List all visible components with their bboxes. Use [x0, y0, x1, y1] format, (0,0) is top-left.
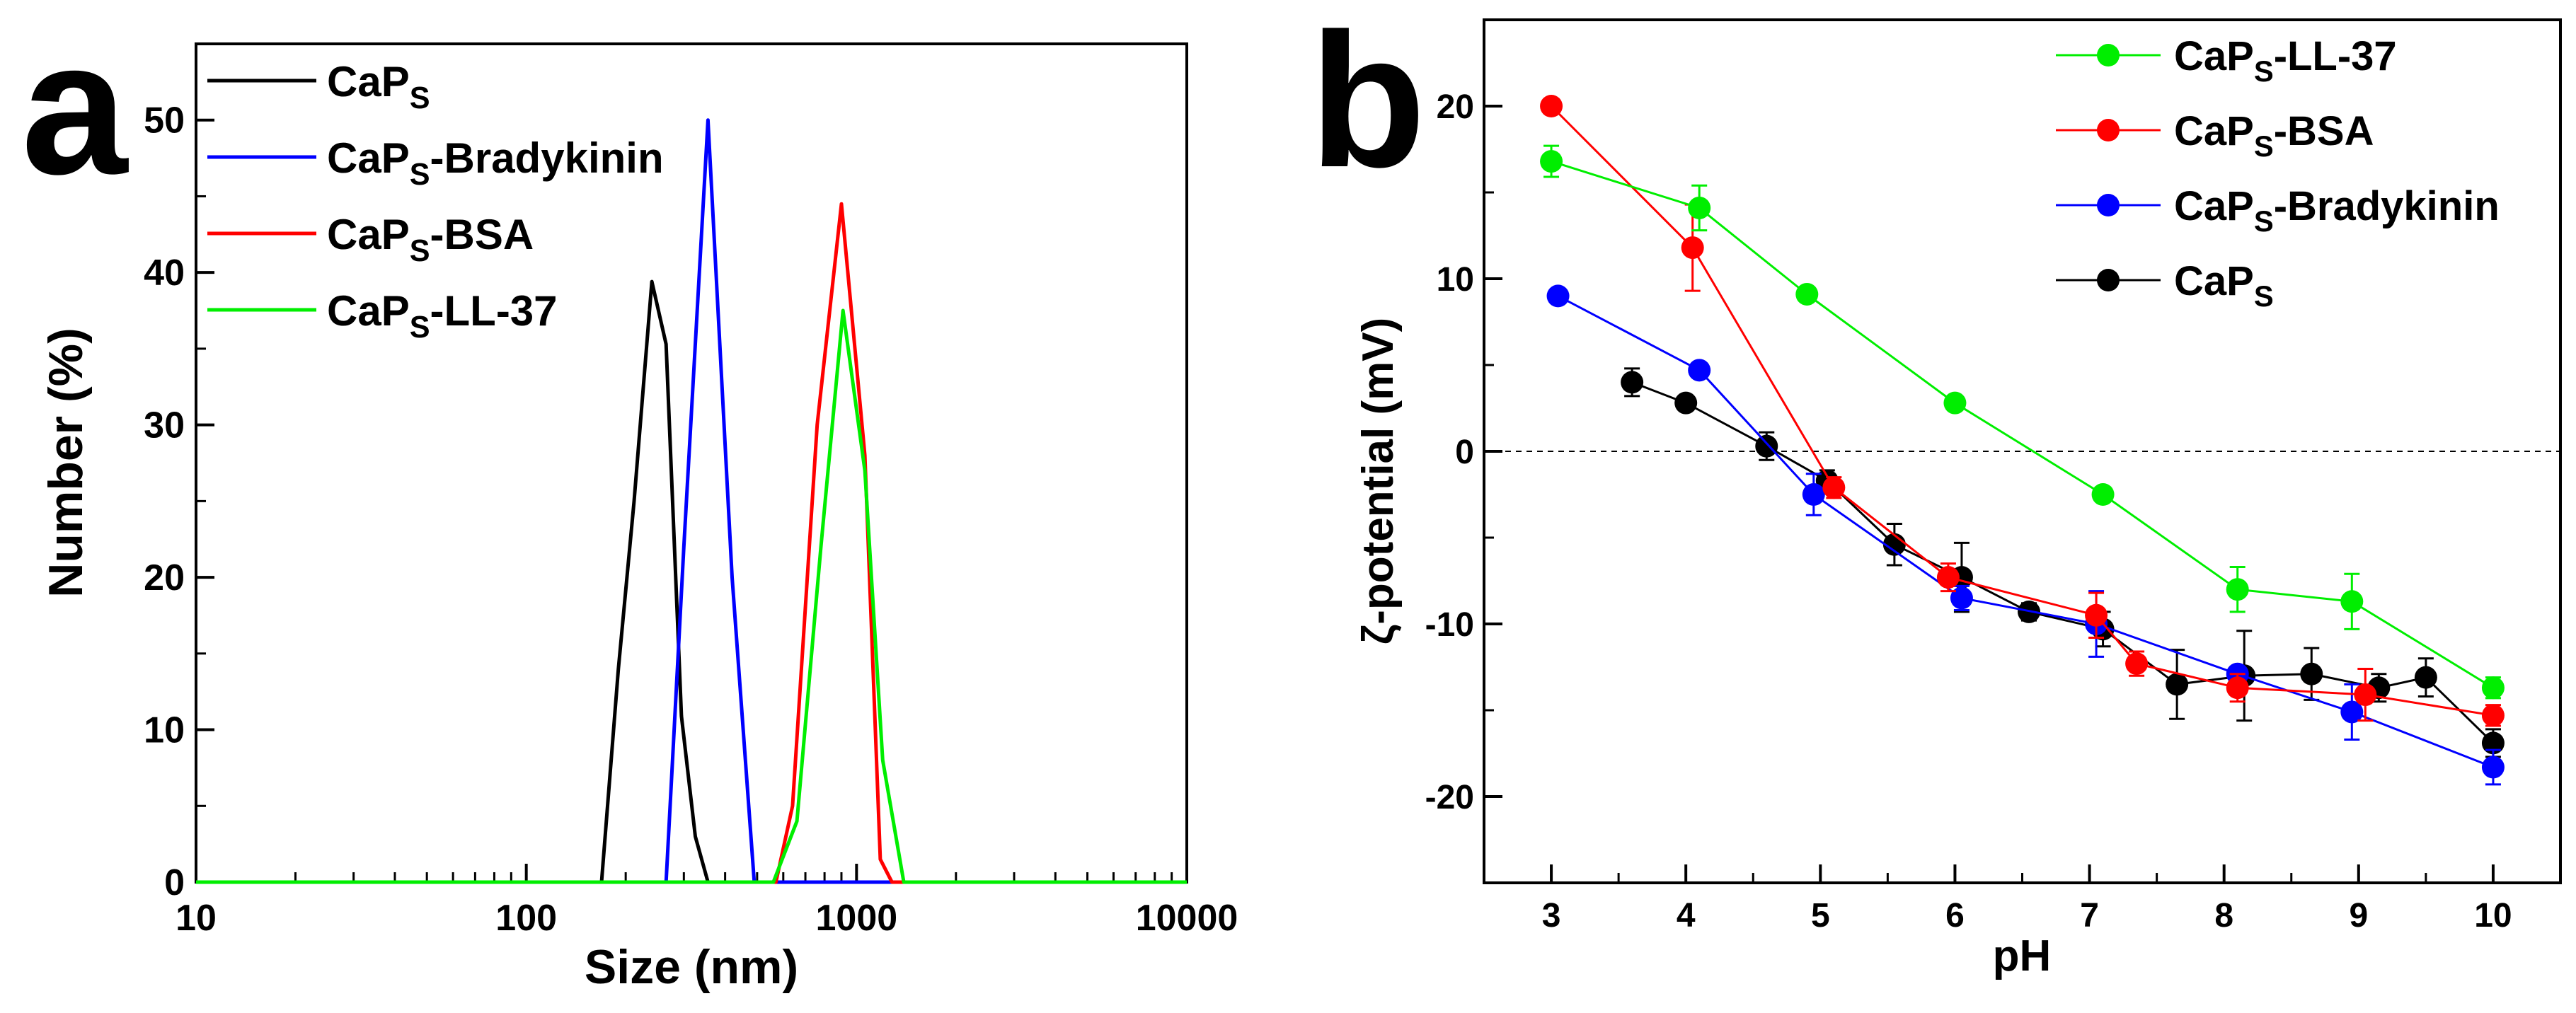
legend-swatch-marker: [2097, 194, 2120, 216]
x-tick-label: 1000: [815, 898, 897, 939]
series-group: [1546, 284, 2505, 786]
data-point: [2226, 676, 2249, 700]
panel-a-legend: CaPS CaPS-Bradykinin CaPS-BSA CaPS-LL-37: [207, 58, 664, 345]
x-tick-label: 9: [2349, 897, 2368, 934]
data-point: [2481, 731, 2505, 755]
x-tick-label: 6: [1945, 897, 1965, 934]
series-line: [1551, 160, 2494, 689]
data-point: [2166, 673, 2189, 696]
y-tick-label: -10: [1425, 606, 1474, 644]
series-group: [1621, 367, 2505, 758]
x-tick-label: 3: [1542, 897, 1561, 934]
panel-b-x-ticks: 3 4 5 6 7 8 9 10: [1483, 864, 2562, 934]
data-point: [2340, 700, 2364, 724]
y-tick-label: 30: [144, 405, 185, 446]
data-point: [2300, 662, 2323, 685]
legend-label: CaPS: [327, 58, 430, 115]
data-point: [2481, 676, 2505, 700]
legend-label: CaPS-BSA: [2174, 108, 2374, 163]
series-line: [196, 308, 1187, 884]
y-tick-label: 50: [144, 100, 185, 141]
legend-label: CaPS-Bradykinin: [327, 134, 664, 192]
legend-label: CaPS-Bradykinin: [2174, 183, 2500, 238]
panel-b: b 3 4 5 6 7 8 9 10 -20 -10 0 10 20 CaPS-LL-37 CaPS-B…: [1309, 0, 2562, 980]
panel-a-letter: a: [21, 1, 129, 214]
series-group: [1540, 144, 2505, 700]
data-point: [1681, 236, 1704, 260]
data-point: [1950, 586, 1973, 610]
x-tick-label: 100: [495, 898, 557, 939]
data-point: [2340, 590, 2364, 613]
panel-b-letter: b: [1309, 0, 1426, 207]
panel-a-y-ticks: 0 10 20 30 40 50: [144, 100, 214, 903]
legend-swatch-marker: [2097, 269, 2120, 291]
data-point: [2085, 603, 2108, 627]
data-point: [2125, 652, 2149, 676]
y-tick-label: 40: [144, 253, 185, 294]
panel-a-y-axis-label: Number (%): [39, 328, 93, 598]
panel-b-series: [1540, 95, 2505, 786]
data-point: [1936, 566, 1960, 589]
panel-b-x-axis-label: pH: [1993, 932, 2052, 980]
data-point: [1674, 391, 1698, 415]
data-point: [2091, 483, 2115, 506]
y-tick-label: 10: [144, 710, 185, 751]
legend-swatch-marker: [2097, 44, 2120, 66]
data-point: [1621, 371, 1644, 394]
y-tick-label: 20: [144, 557, 185, 598]
x-tick-label: 5: [1811, 897, 1830, 934]
data-point: [2414, 666, 2437, 689]
series-line: [1557, 295, 2494, 768]
panel-b-y-ticks: -20 -10 0 10 20: [1425, 18, 1502, 884]
data-point: [1546, 284, 1570, 308]
x-tick-label: 8: [2214, 897, 2233, 934]
data-point: [1540, 95, 1563, 117]
x-tick-label: 7: [2080, 897, 2099, 934]
panel-a-x-axis-label: Size (nm): [585, 940, 798, 994]
data-point: [1688, 359, 1711, 382]
data-point: [1943, 391, 1967, 415]
data-point: [1802, 483, 1825, 506]
panel-a-series-lines: [196, 118, 1187, 884]
data-point: [2481, 756, 2505, 779]
data-point: [2354, 683, 2377, 707]
panel-b-legend: CaPS-LL-37 CaPS-BSA CaPS-Bradykinin CaPS: [2056, 33, 2500, 313]
data-point: [2481, 704, 2505, 727]
data-point: [1688, 196, 1711, 219]
y-tick-label: 0: [164, 862, 185, 903]
legend-label: CaPS-LL-37: [2174, 33, 2397, 88]
x-tick-label: 4: [1677, 897, 1696, 934]
y-tick-label: 10: [1437, 261, 1474, 299]
panel-b-y-axis-label: ζ-potential (mV): [1354, 318, 1403, 645]
series-group: [1540, 95, 2505, 727]
data-point: [2226, 578, 2249, 601]
x-tick-label: 10: [176, 898, 217, 939]
data-point: [1755, 434, 1778, 458]
legend-swatch-marker: [2097, 119, 2120, 141]
legend-label: CaPS: [2174, 258, 2274, 313]
y-tick-label: 0: [1455, 434, 1474, 471]
data-point: [1540, 150, 1563, 173]
series-line: [196, 279, 1187, 884]
x-tick-label: 10: [2474, 897, 2512, 934]
legend-label: CaPS-BSA: [327, 211, 534, 268]
data-point: [1795, 282, 1819, 306]
data-point: [1822, 476, 1846, 499]
y-tick-label: -20: [1425, 779, 1474, 816]
y-tick-label: 20: [1437, 88, 1474, 126]
x-tick-label: 10000: [1136, 898, 1238, 939]
legend-label: CaPS-LL-37: [327, 287, 558, 345]
